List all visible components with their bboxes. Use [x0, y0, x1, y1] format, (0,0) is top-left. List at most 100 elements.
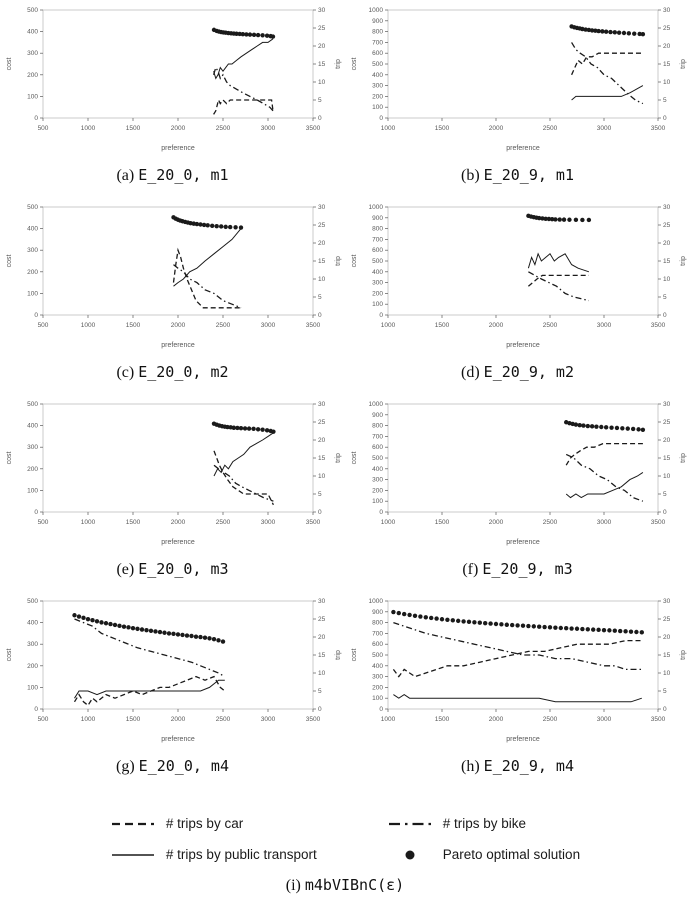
svg-text:trip: trip	[335, 453, 342, 463]
svg-text:25: 25	[663, 419, 671, 426]
svg-text:0: 0	[318, 312, 322, 319]
svg-text:preference: preference	[506, 539, 540, 546]
legend-label: Pareto optimal solution	[442, 847, 581, 862]
svg-text:1000: 1000	[368, 401, 383, 408]
svg-text:10: 10	[318, 276, 326, 283]
svg-text:15: 15	[663, 455, 671, 462]
svg-text:0: 0	[663, 115, 667, 122]
svg-text:900: 900	[372, 18, 383, 25]
chart-caption: (e) E_20_0, m3	[116, 560, 228, 579]
svg-text:0: 0	[663, 509, 667, 516]
svg-text:0: 0	[34, 509, 38, 516]
svg-text:30: 30	[663, 7, 671, 14]
svg-text:900: 900	[372, 215, 383, 222]
caption-code: E_20_0, m2	[138, 363, 229, 381]
svg-text:2000: 2000	[170, 322, 185, 329]
svg-text:500: 500	[37, 519, 48, 526]
figure-caption: (i) m4bVIBnC(ε)	[0, 876, 690, 895]
chart-d-canvas: 1000 1500 2000 2500 3000 35000100200300400500…	[351, 204, 687, 349]
svg-text:300: 300	[27, 444, 38, 451]
svg-text:trip: trip	[680, 453, 687, 463]
chart-b-canvas: 1000 1500 2000 2500 3000 35000100200300400500…	[351, 7, 687, 152]
svg-text:10: 10	[318, 79, 326, 86]
svg-text:cost: cost	[6, 452, 13, 465]
svg-text:1000: 1000	[80, 125, 95, 132]
svg-text:3500: 3500	[305, 125, 320, 132]
legend-label: # trips by public transport	[165, 847, 317, 862]
svg-text:1500: 1500	[125, 519, 140, 526]
legend-label: # trips by bike	[442, 816, 527, 831]
svg-text:100: 100	[372, 104, 383, 111]
svg-text:100: 100	[27, 684, 38, 691]
svg-text:300: 300	[27, 50, 38, 57]
caption-code: E_20_0, m1	[138, 166, 229, 184]
svg-text:preference: preference	[161, 145, 195, 152]
svg-text:10: 10	[663, 670, 671, 677]
svg-text:10: 10	[318, 670, 326, 677]
svg-text:500: 500	[27, 401, 38, 408]
figure-caption-code: m4bVIBnC(ε)	[304, 876, 405, 894]
svg-text:1000: 1000	[380, 716, 395, 723]
svg-text:25: 25	[318, 616, 326, 623]
svg-text:2000: 2000	[488, 519, 503, 526]
svg-text:2000: 2000	[170, 125, 185, 132]
caption-prefix: (g)	[116, 758, 135, 775]
svg-text:3500: 3500	[305, 716, 320, 723]
chart-h-canvas: 1000 1500 2000 2500 3000 35000100200300400500…	[351, 598, 687, 743]
chart-panel-b: 1000 1500 2000 2500 3000 3500 0 100 200 300 400 500…	[345, 2, 690, 199]
svg-text:800: 800	[372, 423, 383, 430]
svg-text:1500: 1500	[125, 716, 140, 723]
chart-c-canvas: 500 1000 1500 2000 2500 3000 35000100200300400…	[6, 204, 342, 349]
svg-text:30: 30	[663, 401, 671, 408]
caption-code: E_20_9, m1	[483, 166, 574, 184]
svg-text:1000: 1000	[380, 519, 395, 526]
svg-text:preference: preference	[161, 342, 195, 349]
svg-text:1500: 1500	[434, 716, 449, 723]
svg-text:300: 300	[27, 247, 38, 254]
svg-text:trip: trip	[680, 256, 687, 266]
svg-text:15: 15	[318, 652, 326, 659]
svg-text:2500: 2500	[542, 322, 557, 329]
svg-text:trip: trip	[335, 650, 342, 660]
chart-caption: (d) E_20_9, m2	[461, 363, 574, 382]
chart-caption: (g) E_20_0, m4	[116, 757, 229, 776]
caption-prefix: (h)	[461, 758, 480, 775]
svg-text:trip: trip	[335, 256, 342, 266]
svg-text:200: 200	[27, 466, 38, 473]
caption-code: E_20_9, m3	[482, 560, 573, 578]
svg-text:5: 5	[663, 294, 667, 301]
figure-caption-prefix: (i)	[285, 877, 301, 894]
caption-prefix: (f)	[462, 561, 479, 578]
chart-panel-d: 1000 1500 2000 2500 3000 3500 0 100 200 300 400 500…	[345, 199, 690, 396]
svg-text:400: 400	[27, 423, 38, 430]
svg-text:100: 100	[27, 487, 38, 494]
svg-text:30: 30	[318, 598, 326, 605]
legend-label: # trips by car	[165, 816, 244, 831]
svg-text:cost: cost	[351, 58, 358, 71]
svg-text:900: 900	[372, 609, 383, 616]
svg-text:20: 20	[318, 437, 326, 444]
svg-text:200: 200	[27, 269, 38, 276]
svg-text:700: 700	[372, 630, 383, 637]
svg-text:30: 30	[663, 598, 671, 605]
svg-text:200: 200	[27, 72, 38, 79]
svg-text:1000: 1000	[368, 598, 383, 605]
svg-text:preference: preference	[161, 736, 195, 743]
svg-text:600: 600	[372, 444, 383, 451]
svg-text:1500: 1500	[125, 125, 140, 132]
chart-panel-a: 500 1000 1500 2000 2500 3000 3500 0 100 200 300 400…	[0, 2, 345, 199]
svg-text:100: 100	[372, 498, 383, 505]
svg-text:0: 0	[663, 312, 667, 319]
svg-text:0: 0	[379, 509, 383, 516]
svg-text:200: 200	[372, 93, 383, 100]
svg-text:trip: trip	[680, 650, 687, 660]
svg-text:700: 700	[372, 236, 383, 243]
svg-text:cost: cost	[351, 452, 358, 465]
svg-text:15: 15	[663, 61, 671, 68]
svg-text:600: 600	[372, 247, 383, 254]
svg-text:25: 25	[318, 222, 326, 229]
svg-text:3500: 3500	[650, 322, 665, 329]
chart-caption: (c) E_20_0, m2	[116, 363, 228, 382]
legend-item-pareto: Pareto optimal solution	[387, 847, 580, 862]
svg-text:500: 500	[372, 61, 383, 68]
